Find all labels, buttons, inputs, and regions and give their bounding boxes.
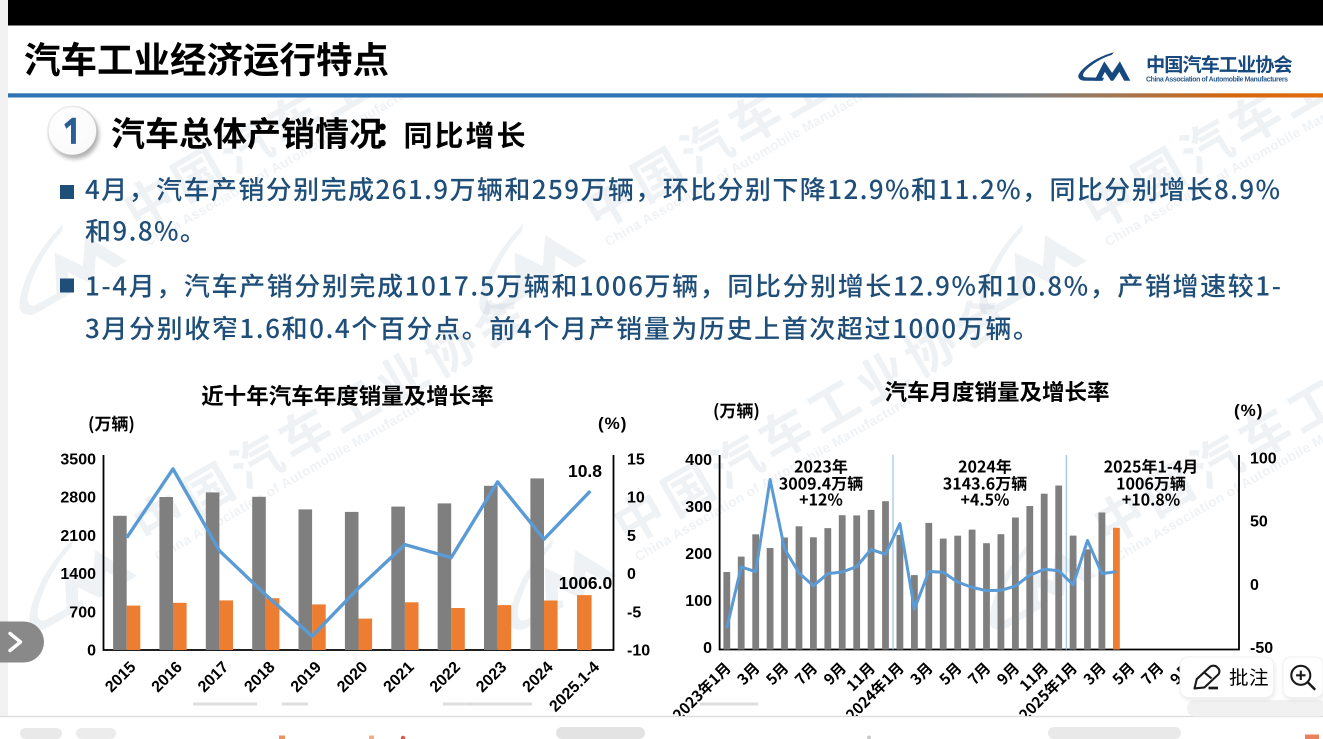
svg-text:China Association of Automobil: China Association of Automobile Manufact… [1146,77,1288,84]
svg-text:50: 50 [1250,514,1268,531]
svg-text:(%): (%) [1234,401,1263,420]
svg-text:0: 0 [703,640,712,657]
svg-text:100: 100 [685,593,712,610]
svg-text:1006.0: 1006.0 [559,573,613,593]
svg-text:-50: -50 [1250,640,1273,657]
svg-text:700: 700 [69,604,96,621]
svg-text:10.8: 10.8 [568,461,602,481]
svg-text:(%): (%) [598,414,627,433]
svg-text:15: 15 [627,452,645,469]
svg-text:-5: -5 [627,604,641,621]
svg-text:100: 100 [1250,451,1277,468]
svg-text:2100: 2100 [60,528,96,545]
svg-text:400: 400 [685,452,712,469]
svg-text:0: 0 [1250,577,1259,594]
svg-text:0: 0 [87,643,96,660]
svg-text:300: 300 [685,499,712,516]
svg-text:3500: 3500 [60,452,96,469]
svg-text:2800: 2800 [60,490,96,507]
svg-text:5: 5 [627,528,636,545]
svg-text:1400: 1400 [60,566,96,583]
svg-text:10: 10 [627,490,645,507]
svg-text:200: 200 [685,546,712,563]
svg-text:0: 0 [627,566,636,583]
svg-text:-10: -10 [627,643,650,660]
